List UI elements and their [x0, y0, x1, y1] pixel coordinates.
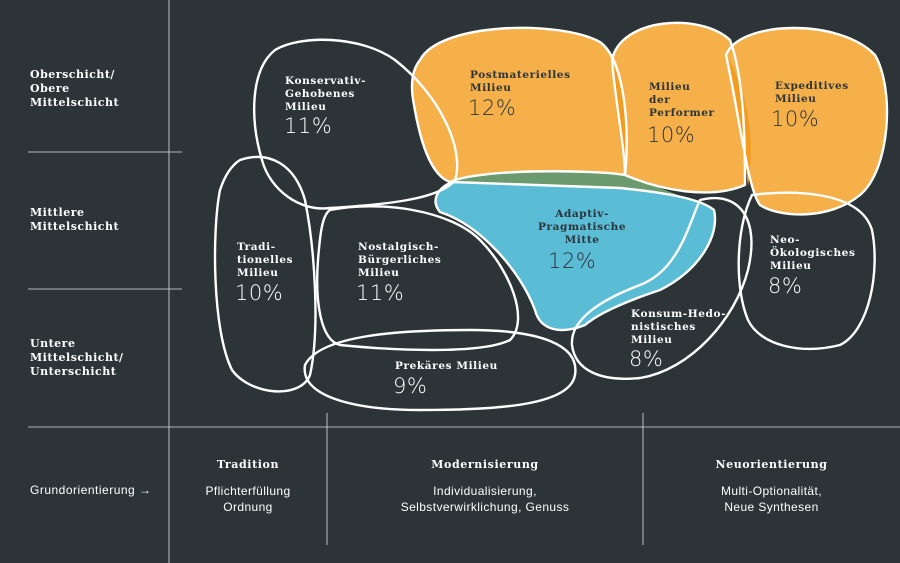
shape-adaptiv [435, 182, 716, 330]
milieu-name-nostalgisch: Nostalgisch- Bürgerliches Milieu [358, 241, 442, 279]
shape-expeditiv [726, 27, 887, 215]
milieu-name-neooekologisch: Neo- Ökologisches Milieu [770, 234, 856, 272]
column-title-modernisierung: Modernisierung [431, 458, 539, 471]
column-desc-modernisierung: Individualisierung, Selbstverwirklichung… [400, 484, 570, 514]
milieu-pct-konservativ: 11% [284, 114, 333, 138]
milieu-pct-postmateriell: 12% [468, 96, 517, 120]
milieu-name-postmateriell: Postmaterielles Milieu [470, 69, 571, 94]
column-desc-tradition: Pflichterfüllung Ordnung [205, 484, 291, 514]
shape-postmateriell [412, 27, 627, 183]
column-title-neuorientierung: Neuorientierung [715, 458, 828, 471]
milieu-pct-expeditiv: 10% [771, 107, 820, 131]
milieu-name-traditionell: Tradi- tionelles Milieu [237, 241, 294, 279]
baseline-label: Grundorientierung → [30, 483, 152, 497]
milieu-pct-nostalgisch: 11% [356, 281, 405, 305]
milieu-name-konservativ: Konservativ- Gehobenes Milieu [285, 75, 367, 113]
milieu-pct-performer: 10% [647, 123, 696, 147]
column-desc-neuorientierung: Multi-Optionalität, Neue Synthesen [721, 484, 822, 514]
milieu-name-prekaer: Prekäres Milieu [395, 360, 498, 372]
row-label-upper: Oberschicht/ Obere Mittelschicht [30, 68, 120, 109]
milieu-name-konsum: Konsum-Hedo- nistisches Milieu [631, 308, 727, 346]
milieu-pct-konsum: 8% [629, 347, 664, 371]
milieu-pct-prekaer: 9% [393, 374, 428, 398]
column-title-tradition: Tradition [216, 458, 280, 471]
grid-lines [28, 0, 900, 563]
milieu-name-expeditiv: Expeditives Milieu [775, 80, 849, 105]
milieu-pct-traditionell: 10% [235, 281, 284, 305]
row-label-lower: Untere Mittelschicht/ Unterschicht [30, 337, 124, 378]
row-label-middle: Mittlere Mittelschicht [30, 206, 120, 233]
milieu-pct-neooekologisch: 8% [768, 274, 803, 298]
shape-performer [612, 22, 745, 193]
milieu-name-performer: Milieu der Performer [649, 81, 715, 119]
milieu-name-adaptiv: Adaptiv- Pragmatische Mitte [538, 208, 627, 246]
shape-green-overlap [452, 170, 712, 210]
milieu-outlines [213, 21, 889, 412]
milieu-pct-adaptiv: 12% [548, 249, 597, 273]
